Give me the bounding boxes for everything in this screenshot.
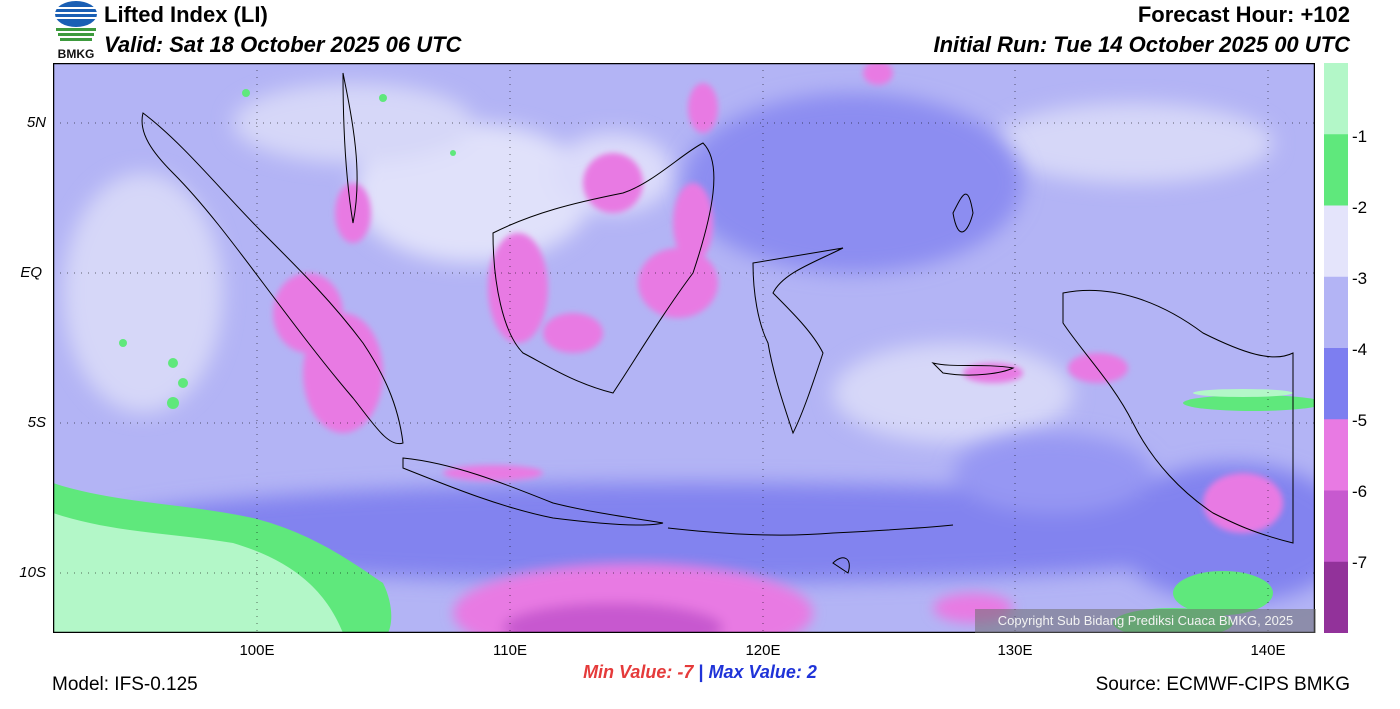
min-label: Min Value: <box>583 662 673 682</box>
lon-label-100e: 100E <box>239 642 275 659</box>
lon-label-120e: 120E <box>745 642 781 659</box>
lat-label-10s: 10S <box>19 564 46 581</box>
lat-label-eq: EQ <box>20 264 42 281</box>
colorbar-swatch-7 <box>1324 561 1348 634</box>
lon-label-110e: 110E <box>493 642 527 659</box>
lon-label-140e: 140E <box>1250 642 1286 659</box>
colorbar-label-3: -3 <box>1352 269 1368 288</box>
copyright-notice: Copyright Sub Bidang Prediksi Cuaca BMKG… <box>975 609 1316 633</box>
colorbar-swatch-5 <box>1324 419 1348 491</box>
min-max-readout: Min Value: -7 | Max Value: 2 <box>0 662 1400 683</box>
chart-title: Lifted Index (LI) <box>104 2 268 27</box>
forecast-hour: Forecast Hour: +102 <box>1137 2 1350 27</box>
colorbar-label-1: -1 <box>1352 127 1368 146</box>
map-canvas <box>52 61 1353 663</box>
source-info: Source: ECMWF-CIPS BMKG <box>1095 674 1350 695</box>
colorbar-label-2: -2 <box>1352 198 1368 217</box>
graticule <box>53 63 1315 633</box>
model-info: Model: IFS-0.125 <box>52 674 198 695</box>
colorbar <box>1324 63 1348 634</box>
colorbar-swatches <box>1324 63 1348 634</box>
colorbar-label-6: -6 <box>1352 482 1368 501</box>
colorbar-swatch-4 <box>1324 348 1348 420</box>
max-label: Max Value: <box>708 662 802 682</box>
colorbar-label-4: -4 <box>1352 340 1368 359</box>
colorbar-swatch-6 <box>1324 490 1348 563</box>
colorbar-swatch-3 <box>1324 276 1348 349</box>
lat-label-5s: 5S <box>27 414 46 431</box>
map-frame <box>52 62 1316 634</box>
logo-text: BMKG <box>58 47 95 61</box>
lat-label-5n: 5N <box>26 114 46 131</box>
initial-run: Initial Run: Tue 14 October 2025 00 UTC <box>933 32 1351 57</box>
bmkg-logo: BMKG <box>52 0 100 62</box>
lon-label-130e: 130E <box>997 642 1033 659</box>
max-value: 2 <box>806 662 817 682</box>
colorbar-label-7: -7 <box>1352 553 1368 572</box>
coastlines <box>141 72 1294 574</box>
min-value: -7 <box>677 662 694 682</box>
valid-time: Valid: Sat 18 October 2025 06 UTC <box>104 32 462 57</box>
colorbar-swatch-2 <box>1324 205 1348 278</box>
min-max-separator: | <box>698 662 704 682</box>
lifted-index-map <box>52 61 1353 663</box>
field-medium <box>73 93 1353 603</box>
colorbar-swatch-1 <box>1324 134 1348 206</box>
colorbar-label-5: -5 <box>1352 411 1368 430</box>
colorbar-swatch-0 <box>1324 63 1348 135</box>
